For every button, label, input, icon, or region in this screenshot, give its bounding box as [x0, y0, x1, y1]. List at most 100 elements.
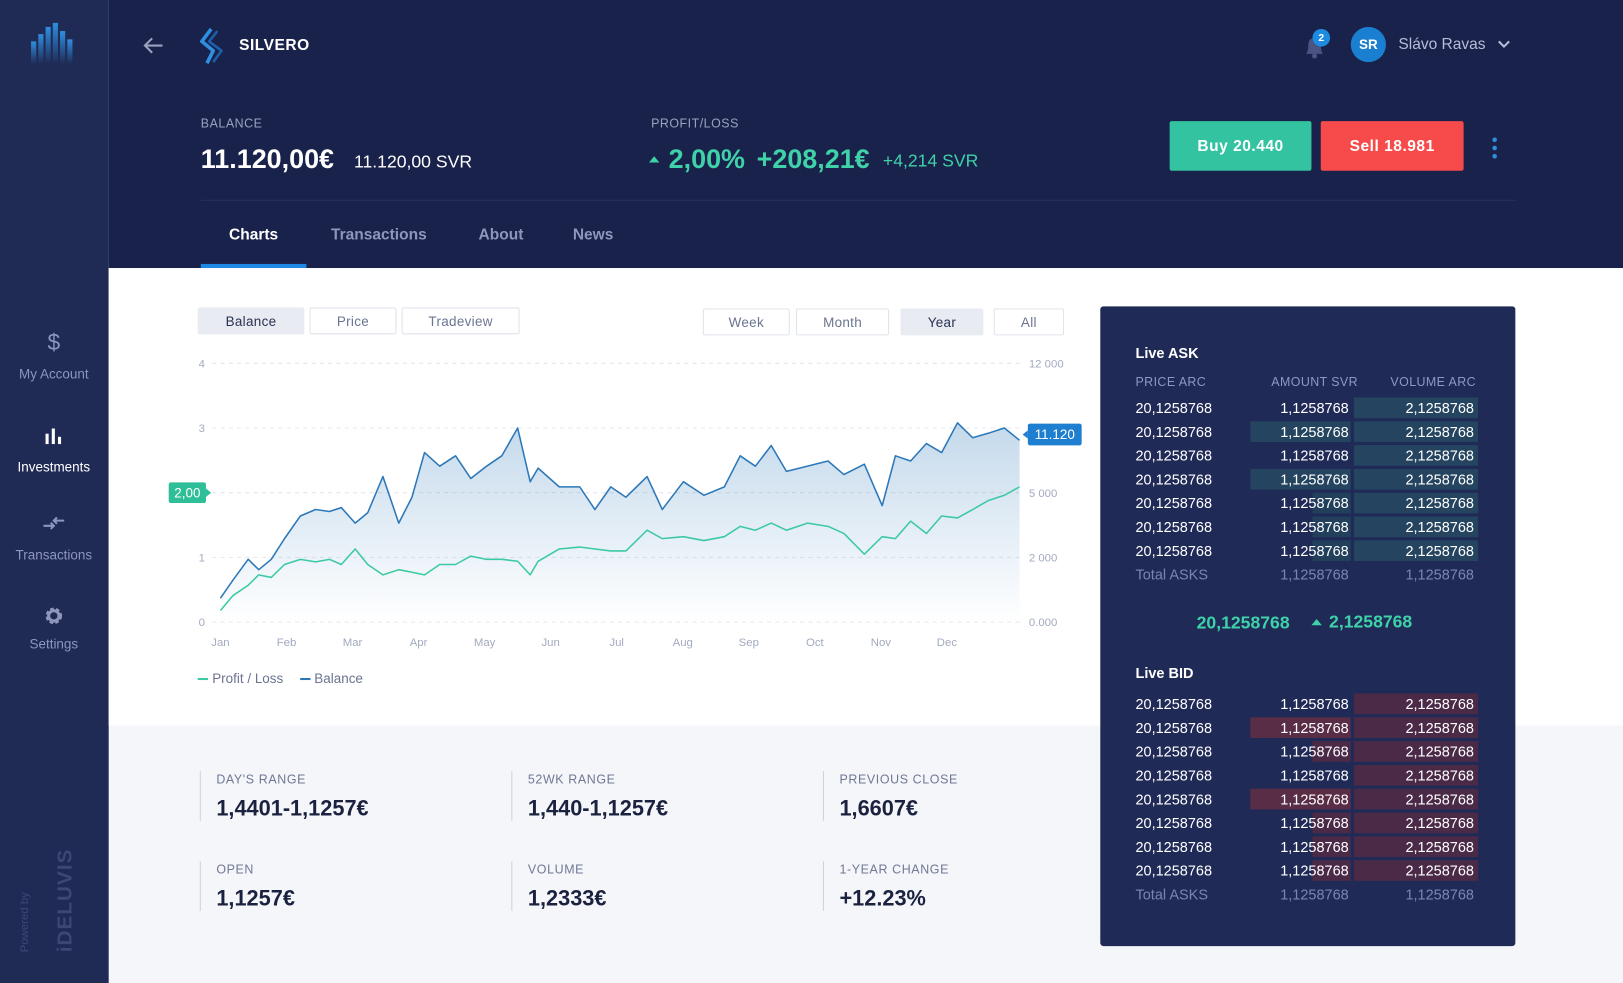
amount-depth: [1312, 860, 1351, 881]
legend-item[interactable]: Profit / Loss: [197, 670, 284, 687]
volume-depth: [1353, 445, 1479, 466]
brand-icon: [200, 27, 223, 64]
price-cell: 20,1258768: [1135, 423, 1213, 440]
stat-divider: [199, 861, 201, 911]
balance-value: 11.120,00€: [200, 143, 335, 175]
volume-cell: 2,1258768: [1405, 542, 1474, 559]
badge-text: 2,00: [174, 485, 200, 500]
book-title: Live ASK: [1135, 344, 1199, 362]
price-cell: 20,1258768: [1135, 447, 1213, 464]
series-line: [219, 486, 1020, 611]
amount-depth: [1250, 421, 1351, 442]
y2-tick-label: 12 000: [1029, 358, 1064, 370]
volume-cell: 2,1258768: [1405, 766, 1474, 784]
legend-label: Balance: [314, 670, 363, 687]
amount-cell: 1,1258768: [1280, 766, 1349, 784]
price-cell: 20,1258768: [1135, 862, 1213, 879]
nav-item[interactable]: My Account: [19, 365, 89, 382]
brand-name: SILVERO: [239, 36, 310, 55]
period-active[interactable]: Year: [900, 308, 984, 336]
volume-cell: 2,1258768: [1405, 399, 1474, 417]
volume-depth: [1353, 516, 1479, 538]
price-cell: 20,1258768: [1135, 542, 1213, 559]
column-header: VOLUME ARC: [1390, 374, 1477, 390]
sell-button[interactable]: Sell 18.981: [1320, 121, 1464, 171]
x-tick-label: Oct: [806, 637, 825, 649]
amount-cell: 1,1258768: [1280, 399, 1349, 417]
volume-cell: 2,1258768: [1405, 470, 1474, 488]
amount-depth: [1250, 788, 1351, 810]
profit-label: PROFIT/LOSS: [651, 115, 739, 131]
stat-divider: [822, 771, 824, 821]
volume-depth: [1353, 788, 1479, 810]
volume-cell: 2,1258768: [1405, 423, 1474, 440]
total-amount: 1,1258768: [1280, 566, 1349, 583]
notification-badge[interactable]: [1312, 28, 1331, 47]
avatar-initials: SR: [1359, 36, 1378, 53]
y-tick-label: 0: [199, 617, 205, 629]
y-tick-label: 4: [199, 358, 205, 370]
more-menu[interactable]: [1491, 137, 1499, 160]
avatar[interactable]: [1350, 26, 1386, 63]
amount-depth: [1312, 516, 1351, 538]
volume-cell: 2,1258768: [1405, 862, 1474, 879]
nav-item[interactable]: Transactions: [15, 547, 93, 563]
total-label: Total ASKS: [1135, 886, 1208, 903]
toggle[interactable]: Price: [309, 307, 397, 335]
toggle[interactable]: Tradeview: [401, 307, 520, 335]
legend-label: Profit / Loss: [212, 670, 284, 687]
period[interactable]: All: [993, 308, 1065, 336]
period[interactable]: Month: [795, 308, 890, 336]
back-arrow[interactable]: [142, 35, 165, 56]
tab[interactable]: News: [572, 226, 614, 244]
amount-cell: 1,1258768: [1280, 862, 1349, 879]
buy-button[interactable]: Buy 20.440: [1169, 121, 1312, 171]
nav-item[interactable]: Settings: [29, 636, 79, 652]
volume-cell: 2,1258768: [1405, 447, 1474, 464]
volume-cell: 2,1258768: [1405, 790, 1474, 808]
user-menu-chevron[interactable]: [1497, 39, 1511, 49]
value-badge: 11.120: [1022, 423, 1082, 446]
investments-icon[interactable]: [45, 426, 64, 445]
total-volume: 1,1258768: [1405, 886, 1474, 903]
profit-svr: +4,214 SVR: [882, 151, 979, 171]
legend: Profit / Loss Balance: [197, 670, 363, 687]
toggle-active[interactable]: Balance: [197, 307, 305, 335]
settings-icon[interactable]: [43, 606, 64, 627]
badge-box: [1027, 423, 1082, 446]
total-label: Total ASKS: [1135, 566, 1208, 583]
series-line: [219, 422, 1021, 599]
tab[interactable]: About: [478, 226, 524, 244]
volume-depth: [1353, 764, 1479, 786]
amount-depth: [1312, 741, 1351, 762]
mid-price: 20,1258768: [1196, 612, 1290, 633]
profit-amount: +208,21€: [756, 143, 870, 175]
volume-depth: [1353, 836, 1479, 858]
transactions-icon[interactable]: [41, 514, 66, 533]
balance-label: BALANCE: [200, 115, 263, 131]
stat-value: 1,4401-1,1257€: [216, 797, 369, 821]
tab-active[interactable]: Charts: [229, 226, 279, 244]
price-cell: 20,1258768: [1135, 743, 1213, 760]
user-name[interactable]: Slávo Ravas: [1398, 35, 1486, 54]
volume-cell: 2,1258768: [1405, 518, 1474, 536]
dollar-icon[interactable]: $: [47, 329, 61, 356]
y2-tick-label: 2 000: [1029, 553, 1057, 565]
amount-depth: [1312, 836, 1351, 858]
amount-cell: 1,1258768: [1280, 470, 1349, 488]
price-cell: 20,1258768: [1135, 838, 1213, 855]
nav-item-active[interactable]: Investments: [17, 459, 91, 475]
triangle: [1311, 618, 1322, 626]
tab[interactable]: Transactions: [330, 226, 427, 244]
volume-depth: [1353, 741, 1479, 762]
badge-box: [168, 482, 206, 504]
amount-cell: 1,1258768: [1280, 423, 1349, 440]
period[interactable]: Week: [702, 308, 790, 336]
x-tick-label: May: [474, 637, 496, 649]
logo-mark: [31, 22, 73, 65]
amount-depth: [1250, 717, 1351, 739]
total-amount: 1,1258768: [1280, 886, 1349, 903]
book-title: Live BID: [1135, 664, 1194, 682]
legend-item[interactable]: Balance: [299, 670, 363, 687]
